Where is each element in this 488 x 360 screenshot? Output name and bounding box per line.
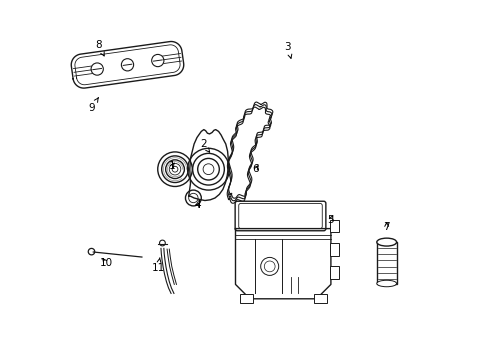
Bar (313, 294, 326, 303)
Text: 4: 4 (194, 200, 201, 210)
Text: 10: 10 (99, 258, 112, 268)
Bar (376, 242, 396, 284)
Polygon shape (235, 229, 330, 299)
Text: 6: 6 (251, 164, 258, 174)
FancyBboxPatch shape (238, 203, 322, 229)
Bar (329, 266, 339, 279)
Text: 3: 3 (284, 42, 291, 58)
Text: 11: 11 (151, 258, 164, 273)
Polygon shape (188, 130, 228, 201)
Text: 1: 1 (169, 161, 176, 171)
Polygon shape (71, 41, 183, 88)
FancyBboxPatch shape (235, 201, 325, 231)
Bar (239, 294, 252, 303)
Text: 7: 7 (383, 222, 389, 232)
Ellipse shape (376, 238, 396, 246)
Ellipse shape (376, 280, 396, 287)
Text: 5: 5 (327, 215, 333, 225)
Bar (329, 220, 339, 232)
Bar (329, 243, 339, 256)
Text: 2: 2 (200, 139, 209, 152)
Text: 8: 8 (95, 40, 104, 56)
Text: 9: 9 (88, 98, 98, 113)
